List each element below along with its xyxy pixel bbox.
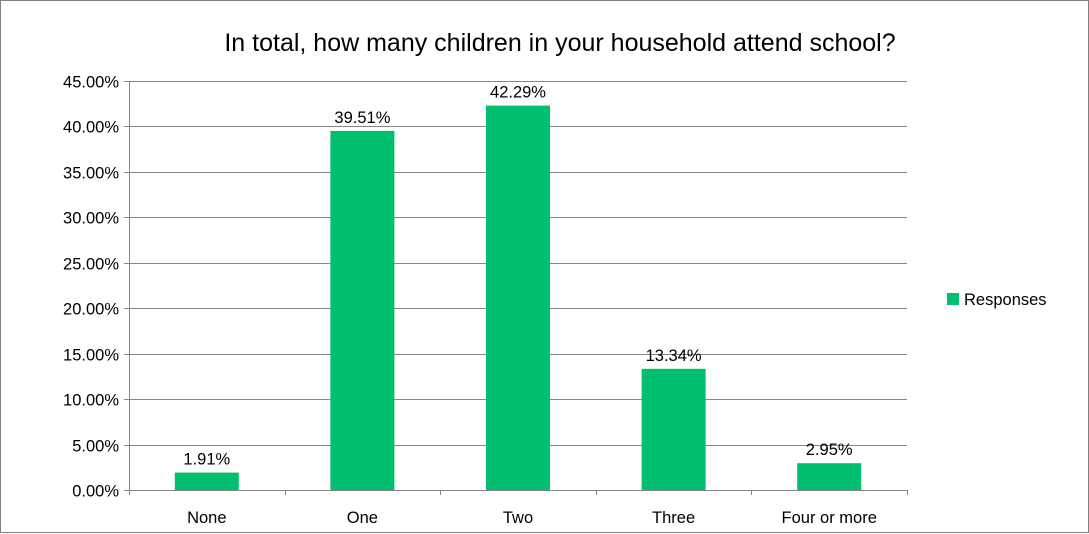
y-axis-tick-labels: 0.00% 5.00% 10.00% 15.00% 20.00% 25.00% 30.00%… — [63, 74, 119, 501]
axes — [124, 81, 908, 495]
data-label: 39.51% — [334, 109, 390, 127]
y-tick-label: 15.00% — [63, 347, 119, 365]
legend: Responses — [947, 291, 1047, 309]
x-tick-label: Two — [503, 509, 533, 527]
y-tick-label: 5.00% — [72, 438, 119, 456]
data-label: 2.95% — [806, 441, 853, 459]
bar — [486, 105, 550, 490]
bar — [330, 130, 395, 490]
legend-label-responses: Responses — [964, 291, 1047, 309]
y-tick-label: 0.00% — [72, 483, 119, 501]
x-tick-label: Three — [652, 509, 695, 527]
bars — [174, 105, 862, 490]
data-label: 13.34% — [646, 347, 702, 365]
data-label: 1.91% — [183, 451, 230, 469]
legend-swatch-responses — [947, 293, 959, 305]
bar — [797, 463, 862, 490]
y-tick-label: 10.00% — [63, 392, 119, 410]
x-tick-label: One — [347, 509, 378, 527]
data-labels: 1.91% 39.51% 42.29% 13.34% 2.95% — [183, 84, 853, 469]
x-axis-tick-labels: None One Two Three Four or more — [187, 509, 877, 527]
bar — [174, 472, 239, 490]
bar — [641, 368, 706, 490]
y-tick-label: 40.00% — [63, 119, 119, 137]
y-tick-label: 25.00% — [63, 256, 119, 274]
y-tick-label: 30.00% — [63, 210, 119, 228]
x-tick-label: Four or more — [782, 509, 877, 527]
data-label: 42.29% — [490, 84, 546, 102]
x-tick-label: None — [187, 509, 226, 527]
y-tick-label: 35.00% — [63, 165, 119, 183]
y-tick-label: 20.00% — [63, 301, 119, 319]
y-tick-label: 45.00% — [63, 74, 119, 92]
chart-title: In total, how many children in your hous… — [224, 29, 895, 57]
